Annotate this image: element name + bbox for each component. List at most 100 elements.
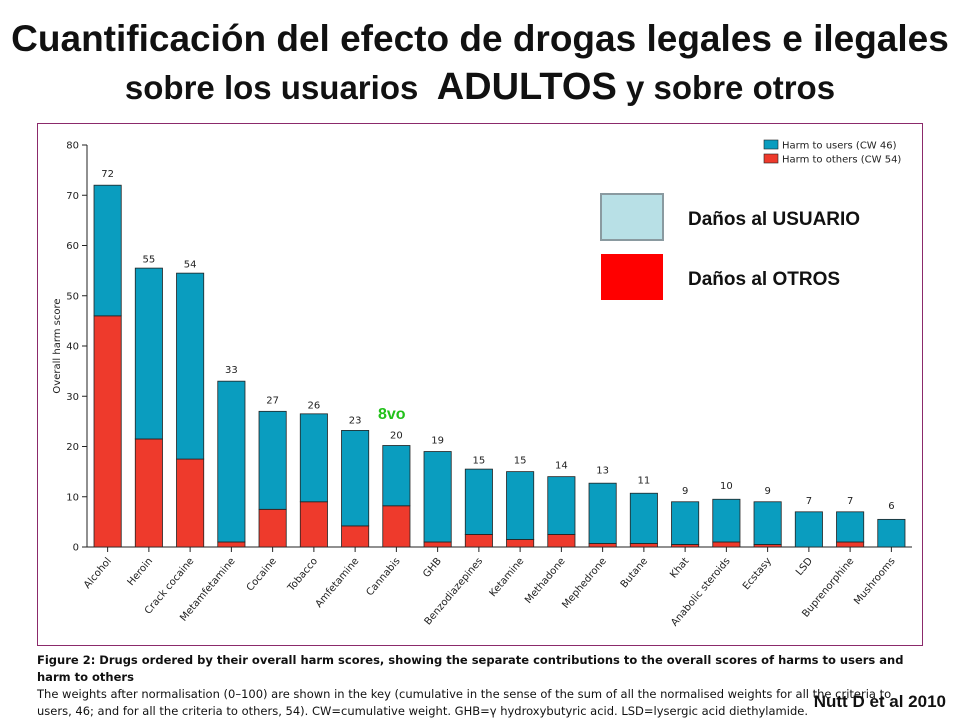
total-label: 27 bbox=[266, 395, 279, 406]
category-label: Mephedrone bbox=[560, 556, 609, 611]
category-label: Ketamine bbox=[488, 556, 527, 599]
bar-users-19 bbox=[877, 518, 906, 548]
overlay-others-label: Daños al OTROS bbox=[688, 269, 840, 290]
y-tick-label: 30 bbox=[66, 392, 79, 403]
total-label: 15 bbox=[514, 456, 527, 467]
bar-others-11 bbox=[547, 534, 576, 548]
bar-users-17 bbox=[794, 511, 823, 548]
bar-others-7 bbox=[382, 505, 411, 548]
bar-others-8 bbox=[423, 541, 452, 548]
citation: Nutt D et al 2010 bbox=[813, 692, 946, 711]
y-tick-label: 70 bbox=[66, 191, 79, 202]
bar-others-13 bbox=[629, 543, 658, 548]
y-tick-label: 80 bbox=[66, 141, 79, 152]
overlay-users-label: Daños al USUARIO bbox=[688, 209, 860, 230]
category-label: Amfetamine bbox=[314, 556, 362, 610]
total-label: 19 bbox=[431, 436, 444, 447]
total-label: 9 bbox=[682, 486, 688, 497]
slide-title-line1: Cuantificación del efecto de drogas lega… bbox=[11, 18, 949, 59]
bar-others-10 bbox=[506, 539, 535, 548]
total-label: 26 bbox=[308, 400, 321, 411]
bar-users-7 bbox=[382, 445, 411, 507]
category-label: LSD bbox=[794, 556, 815, 578]
title-emphasis: ADULTOS bbox=[436, 66, 617, 108]
category-label: Cocaine bbox=[245, 556, 279, 594]
bar-others-9 bbox=[464, 534, 493, 548]
total-label: 20 bbox=[390, 431, 403, 442]
total-label: 7 bbox=[847, 496, 853, 507]
bar-users-10 bbox=[506, 471, 535, 540]
category-label: Ecstasy bbox=[741, 556, 774, 592]
total-label: 55 bbox=[143, 255, 156, 266]
bar-users-1 bbox=[134, 267, 163, 440]
caption-title: Figure 2: Drugs ordered by their overall… bbox=[37, 653, 904, 684]
y-tick-label: 0 bbox=[73, 543, 79, 554]
y-tick-label: 60 bbox=[66, 241, 79, 252]
y-axis-title: Overall harm score bbox=[52, 298, 63, 393]
legend-label: Harm to users (CW 46) bbox=[782, 141, 897, 152]
overlay-legend: Daños al USUARIO Daños al OTROS 8vo bbox=[378, 193, 860, 423]
category-label: Alcohol bbox=[82, 556, 114, 591]
bar-users-15 bbox=[712, 498, 741, 543]
total-label: 10 bbox=[720, 481, 733, 492]
category-label: Cannabis bbox=[365, 556, 403, 599]
bar-others-0 bbox=[93, 315, 122, 548]
total-label: 7 bbox=[806, 496, 812, 507]
total-label: 14 bbox=[555, 461, 568, 472]
y-tick-label: 50 bbox=[66, 291, 79, 302]
overlay-others-swatch bbox=[601, 254, 663, 300]
bar-users-14 bbox=[671, 501, 700, 545]
bar-users-2 bbox=[176, 272, 205, 460]
total-label: 13 bbox=[596, 466, 609, 477]
total-label: 54 bbox=[184, 260, 197, 271]
bar-others-18 bbox=[836, 541, 865, 548]
bar-users-0 bbox=[93, 184, 122, 317]
bar-others-1 bbox=[134, 438, 163, 548]
category-label: Butane bbox=[619, 556, 650, 590]
bar-users-3 bbox=[217, 380, 246, 543]
bar-others-5 bbox=[299, 501, 328, 548]
bar-users-13 bbox=[629, 492, 658, 544]
total-label: 6 bbox=[888, 501, 894, 512]
bar-others-12 bbox=[588, 543, 617, 548]
y-tick-label: 10 bbox=[66, 492, 79, 503]
bar-users-9 bbox=[464, 468, 493, 535]
slide-title-line2: sobre los usuarios ADULTOS y sobre otros bbox=[0, 66, 960, 109]
bar-users-11 bbox=[547, 476, 576, 535]
bar-users-12 bbox=[588, 482, 617, 544]
category-label: GHB bbox=[421, 556, 444, 580]
legend-swatch bbox=[763, 153, 779, 164]
figure-caption: Figure 2: Drugs ordered by their overall… bbox=[37, 652, 917, 720]
bar-others-15 bbox=[712, 541, 741, 548]
overlay-users-swatch bbox=[600, 193, 664, 241]
figure-frame bbox=[37, 123, 923, 646]
bar-users-5 bbox=[299, 413, 328, 503]
caption-body: The weights after normalisation (0–100) … bbox=[37, 687, 892, 718]
category-label: Heroin bbox=[126, 556, 156, 588]
y-tick-label: 20 bbox=[66, 442, 79, 453]
category-label: Khat bbox=[668, 556, 691, 581]
category-label: Methadone bbox=[523, 556, 568, 606]
title-part-a: sobre los usuarios bbox=[124, 69, 419, 106]
category-label: Tobacco bbox=[285, 556, 320, 595]
total-label: 11 bbox=[638, 476, 651, 487]
bar-users-18 bbox=[836, 511, 865, 543]
total-label: 23 bbox=[349, 415, 362, 426]
bar-others-4 bbox=[258, 508, 287, 548]
bar-users-16 bbox=[753, 501, 782, 545]
bar-others-6 bbox=[341, 525, 370, 548]
title-part-c: y sobre otros bbox=[626, 69, 836, 106]
total-label: 9 bbox=[764, 486, 770, 497]
legend-swatch bbox=[763, 139, 779, 150]
total-label: 15 bbox=[473, 456, 486, 467]
bar-users-6 bbox=[341, 430, 370, 527]
bar-layer bbox=[93, 184, 906, 548]
bar-users-8 bbox=[423, 451, 452, 543]
total-label: 33 bbox=[225, 365, 238, 376]
legend-label: Harm to others (CW 54) bbox=[782, 155, 901, 166]
rank-note: 8vo bbox=[378, 406, 406, 423]
bar-users-4 bbox=[258, 410, 287, 510]
bar-others-3 bbox=[217, 541, 246, 548]
